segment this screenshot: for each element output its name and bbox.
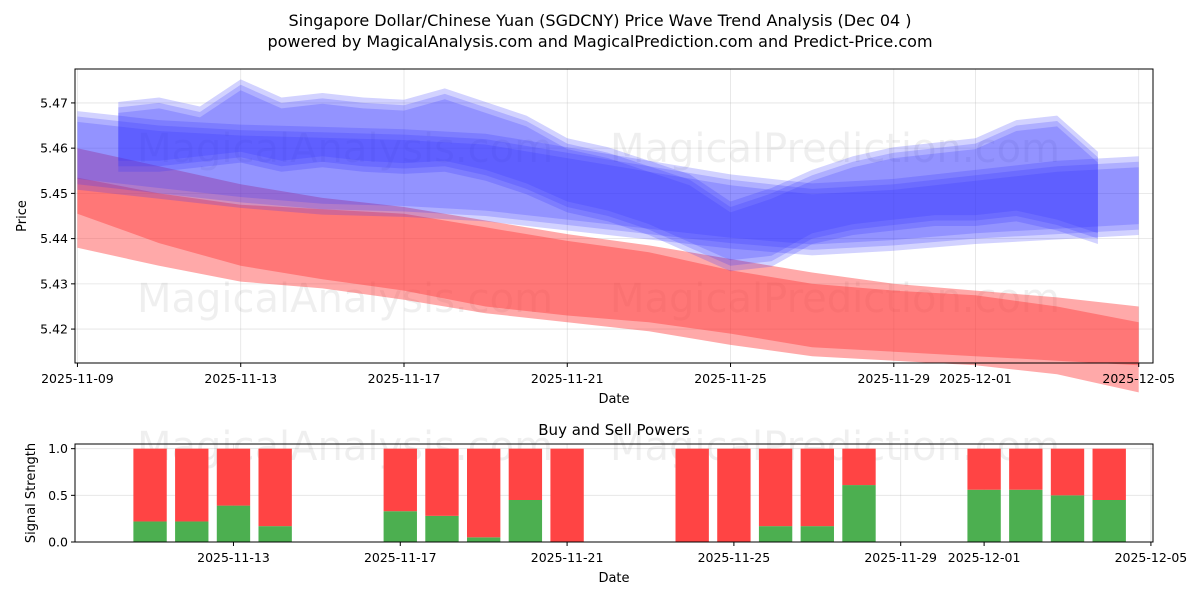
price-y-tick-label: 5.42 bbox=[40, 322, 68, 337]
buy-bar bbox=[216, 505, 251, 542]
signal-y-axis-label: Signal Strength bbox=[24, 443, 39, 543]
signal-x-tick-label: 2025-11-21 bbox=[531, 550, 604, 565]
price-x-tick-label: 2025-12-01 bbox=[939, 371, 1012, 386]
price-x-tick-label: 2025-12-05 bbox=[1102, 371, 1175, 386]
watermark-prediction-top-1: MagicalPrediction.com bbox=[610, 126, 1060, 172]
sell-bar bbox=[175, 448, 209, 522]
chart-title-line1: Singapore Dollar/Chinese Yuan (SGDCNY) P… bbox=[288, 11, 911, 30]
price-y-ticks: 5.42 5.43 5.44 5.45 5.46 5.47 bbox=[40, 95, 75, 337]
sell-bar bbox=[800, 448, 834, 527]
price-x-tick-label: 2025-11-25 bbox=[694, 371, 767, 386]
buy-bar bbox=[967, 489, 1001, 542]
price-x-axis-label: Date bbox=[598, 392, 629, 407]
buy-bar bbox=[175, 521, 209, 542]
signal-chart: Buy and Sell Powers MagicalAnalysis.com … bbox=[24, 421, 1187, 586]
price-bands bbox=[77, 79, 1139, 393]
price-band-red-1-0 bbox=[77, 148, 1139, 366]
price-y-tick-label: 5.47 bbox=[40, 95, 68, 110]
sell-bar bbox=[967, 448, 1001, 490]
signal-bars bbox=[133, 448, 1126, 542]
buy-bar bbox=[133, 521, 167, 542]
watermark-prediction-top-2: MagicalPrediction.com bbox=[610, 276, 1060, 322]
signal-x-tick-label: 2025-12-01 bbox=[948, 550, 1021, 565]
sell-bar bbox=[550, 448, 584, 542]
signal-x-ticks: 2025-11-13 2025-11-17 2025-11-21 2025-11-25… bbox=[197, 542, 1187, 565]
price-grid bbox=[75, 69, 1153, 363]
sell-bar bbox=[383, 448, 417, 512]
price-band-blue-2-2 bbox=[77, 111, 1139, 245]
buy-bar bbox=[425, 515, 459, 542]
buy-bar bbox=[383, 511, 417, 542]
buy-bar bbox=[800, 526, 834, 542]
sell-bar bbox=[717, 448, 751, 542]
signal-x-tick-label: 2025-11-17 bbox=[364, 550, 437, 565]
price-x-tick-label: 2025-11-17 bbox=[368, 371, 441, 386]
signal-x-tick-label: 2025-11-25 bbox=[698, 550, 771, 565]
sell-bar bbox=[758, 448, 793, 527]
sell-bar bbox=[133, 448, 167, 522]
price-band-blue-3-1 bbox=[118, 84, 1098, 266]
buy-bar bbox=[1050, 495, 1085, 542]
price-chart: MagicalAnalysis.com MagicalPrediction.co… bbox=[15, 68, 1175, 407]
signal-plot-frame bbox=[74, 443, 1154, 543]
price-x-tick-label: 2025-11-13 bbox=[204, 371, 277, 386]
price-y-tick-label: 5.46 bbox=[40, 141, 68, 156]
price-x-tick-label: 2025-11-09 bbox=[41, 371, 114, 386]
sell-bar bbox=[675, 448, 709, 542]
signal-x-tick-label: 2025-11-13 bbox=[197, 550, 270, 565]
sell-bar bbox=[1092, 448, 1126, 500]
signal-x-axis-label: Date bbox=[598, 571, 629, 586]
sell-bar bbox=[258, 448, 292, 527]
price-y-axis-label: Price bbox=[15, 200, 30, 232]
buy-bar bbox=[842, 485, 876, 542]
watermark-analysis-top-1: MagicalAnalysis.com bbox=[137, 126, 553, 172]
sell-bar bbox=[1050, 448, 1085, 496]
signal-y-tick-label: 0.0 bbox=[48, 535, 68, 550]
price-band-blue-2-0 bbox=[77, 121, 1139, 256]
sell-bar bbox=[508, 448, 543, 500]
price-x-tick-label: 2025-11-29 bbox=[857, 371, 930, 386]
sell-bar bbox=[1009, 448, 1043, 490]
price-x-ticks: 2025-11-09 2025-11-13 2025-11-17 2025-11-21… bbox=[41, 363, 1175, 386]
price-y-tick-label: 5.43 bbox=[40, 276, 68, 291]
price-band-blue-3-2 bbox=[118, 79, 1098, 261]
buy-bar bbox=[258, 526, 292, 542]
sell-bar bbox=[425, 448, 459, 516]
signal-chart-title: Buy and Sell Powers bbox=[538, 421, 690, 439]
sell-bar bbox=[842, 448, 876, 486]
price-x-tick-label: 2025-11-21 bbox=[531, 371, 604, 386]
chart-title-line2: powered by MagicalAnalysis.com and Magic… bbox=[267, 32, 932, 51]
buy-bar bbox=[467, 537, 501, 542]
buy-bar bbox=[1009, 489, 1043, 542]
price-band-red-0-0 bbox=[77, 177, 1139, 393]
signal-y-ticks: 0.0 0.5 1.0 bbox=[48, 441, 75, 550]
price-plot-frame bbox=[74, 68, 1154, 364]
price-y-tick-label: 5.44 bbox=[40, 231, 68, 246]
price-band-blue-2-1 bbox=[77, 116, 1139, 250]
sell-bar bbox=[216, 448, 251, 506]
price-y-tick-label: 5.45 bbox=[40, 186, 68, 201]
signal-y-tick-label: 0.5 bbox=[48, 488, 68, 503]
sell-bar bbox=[467, 448, 501, 538]
signal-x-tick-label: 2025-11-29 bbox=[864, 550, 937, 565]
buy-bar bbox=[758, 526, 793, 542]
signal-y-tick-label: 1.0 bbox=[48, 441, 68, 456]
price-band-blue-3-0 bbox=[118, 90, 1098, 272]
signal-x-tick-label: 2025-12-05 bbox=[1115, 550, 1188, 565]
buy-bar bbox=[1092, 500, 1126, 542]
watermark-analysis-top-2: MagicalAnalysis.com bbox=[137, 276, 553, 322]
buy-bar bbox=[508, 500, 543, 542]
